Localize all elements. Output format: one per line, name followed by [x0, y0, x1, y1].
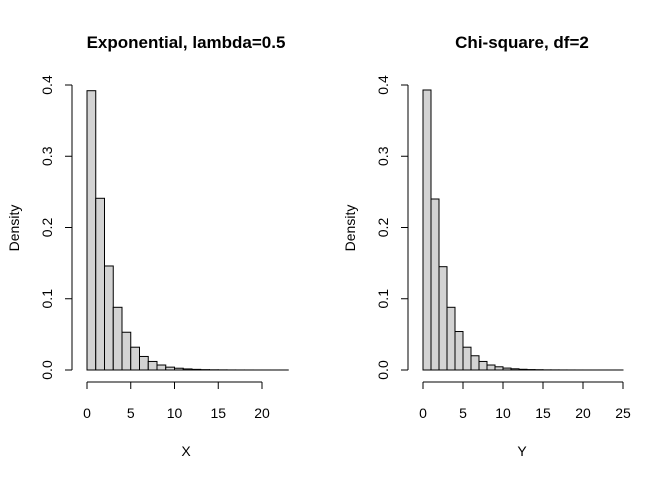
- x-tick-label: 20: [254, 405, 270, 421]
- x-tick-label: 15: [535, 405, 551, 421]
- histogram-bar: [121, 331, 132, 371]
- histogram-bar: [174, 367, 184, 371]
- histogram-bar: [139, 355, 149, 371]
- histogram-bar: [478, 360, 488, 371]
- chart-title: Chi-square, df=2: [455, 33, 589, 52]
- histogram-bar: [518, 368, 528, 371]
- x-axis-label: X: [181, 443, 191, 459]
- histogram-bar: [422, 89, 432, 371]
- histogram-bar: [462, 346, 472, 371]
- x-tick-label: 0: [83, 405, 91, 421]
- x-axis: 0 5 10 15 20: [83, 381, 270, 421]
- x-axis: 0 5 10 15 20 25: [419, 381, 631, 421]
- histogram-panel-chi-square: Chi-square, df=2 0 5 10 15 20 25 0.0 0.1 0.2 0.3…: [342, 33, 631, 459]
- y-tick-label: 0.0: [375, 360, 391, 380]
- x-tick-label: 15: [210, 405, 226, 421]
- y-tick-label: 0.3: [39, 146, 55, 166]
- y-axis-label: Density: [342, 205, 358, 252]
- bars: [422, 89, 624, 371]
- histogram-bar: [486, 364, 496, 371]
- x-tick-label: 0: [419, 405, 427, 421]
- histogram-bar: [191, 368, 202, 371]
- histogram-panel-exponential: Exponential, lambda=0.5 0 5 10 15 20 0.00.10…: [6, 33, 289, 459]
- histogram-bar: [95, 197, 105, 371]
- histogram-bar: [165, 366, 175, 371]
- histogram-bar: [182, 368, 193, 371]
- x-tick-label: 20: [575, 405, 591, 421]
- x-tick-label: 5: [127, 405, 135, 421]
- chart-title: Exponential, lambda=0.5: [87, 33, 286, 52]
- histogram-bar: [430, 198, 440, 371]
- histogram-bar: [502, 367, 512, 371]
- y-tick-label: 0.4: [39, 75, 55, 95]
- histogram-bar: [470, 355, 480, 371]
- y-tick-label: 0.2: [39, 218, 55, 238]
- y-axis: 0.0 0.1 0.2 0.3 0.4: [39, 75, 73, 380]
- x-axis-label: Y: [517, 443, 527, 459]
- y-tick-label: 0.1: [39, 289, 55, 309]
- histogram-bar: [438, 266, 448, 371]
- histogram-bar: [147, 360, 158, 371]
- bars: [86, 90, 289, 371]
- histogram-bar: [454, 331, 464, 371]
- y-tick-label: 0.3: [375, 146, 391, 166]
- histogram-bar: [510, 368, 520, 371]
- y-tick-label: 0.4: [375, 75, 391, 95]
- histogram-bar: [86, 90, 97, 371]
- y-tick-label: 0.2: [375, 218, 391, 238]
- y-axis: 0.0 0.1 0.2 0.3 0.4: [375, 75, 409, 380]
- x-tick-label: 10: [167, 405, 183, 421]
- histogram-bar: [494, 366, 504, 371]
- y-tick-label: 0.1: [375, 289, 391, 309]
- x-tick-label: 5: [459, 405, 467, 421]
- histogram-bar: [130, 346, 140, 371]
- histogram-bar: [112, 306, 123, 371]
- histogram-bar: [104, 265, 114, 371]
- y-axis-label: Density: [6, 205, 22, 252]
- x-tick-label: 25: [615, 405, 631, 421]
- x-tick-label: 10: [495, 405, 511, 421]
- histogram-bar: [156, 364, 167, 371]
- y-tick-label: 0.0: [39, 360, 55, 380]
- histogram-bar: [446, 306, 456, 371]
